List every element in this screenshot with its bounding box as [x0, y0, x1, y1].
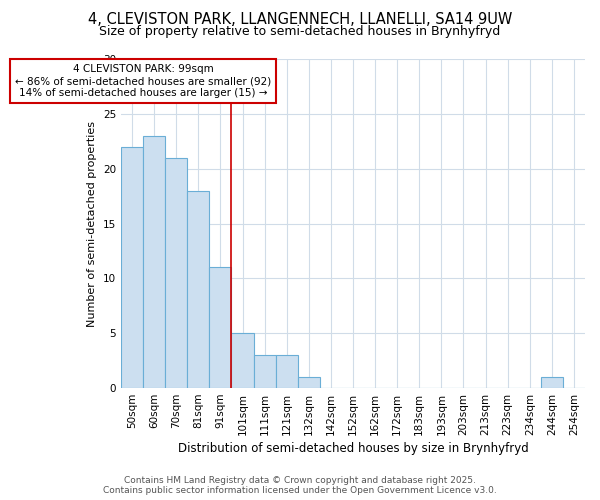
Text: Contains HM Land Registry data © Crown copyright and database right 2025.
Contai: Contains HM Land Registry data © Crown c…: [103, 476, 497, 495]
Bar: [254, 355, 275, 388]
Text: 4 CLEVISTON PARK: 99sqm
← 86% of semi-detached houses are smaller (92)
14% of se: 4 CLEVISTON PARK: 99sqm ← 86% of semi-de…: [15, 64, 271, 98]
Bar: [143, 136, 165, 388]
Text: 4, CLEVISTON PARK, LLANGENNECH, LLANELLI, SA14 9UW: 4, CLEVISTON PARK, LLANGENNECH, LLANELLI…: [88, 12, 512, 28]
Bar: [209, 268, 232, 388]
Bar: [232, 333, 254, 388]
Bar: [275, 355, 298, 388]
Bar: [541, 377, 563, 388]
Bar: [187, 190, 209, 388]
Text: Size of property relative to semi-detached houses in Brynhyfryd: Size of property relative to semi-detach…: [100, 25, 500, 38]
Bar: [165, 158, 187, 388]
X-axis label: Distribution of semi-detached houses by size in Brynhyfryd: Distribution of semi-detached houses by …: [178, 442, 529, 455]
Y-axis label: Number of semi-detached properties: Number of semi-detached properties: [88, 120, 97, 326]
Bar: [298, 377, 320, 388]
Bar: [121, 147, 143, 388]
